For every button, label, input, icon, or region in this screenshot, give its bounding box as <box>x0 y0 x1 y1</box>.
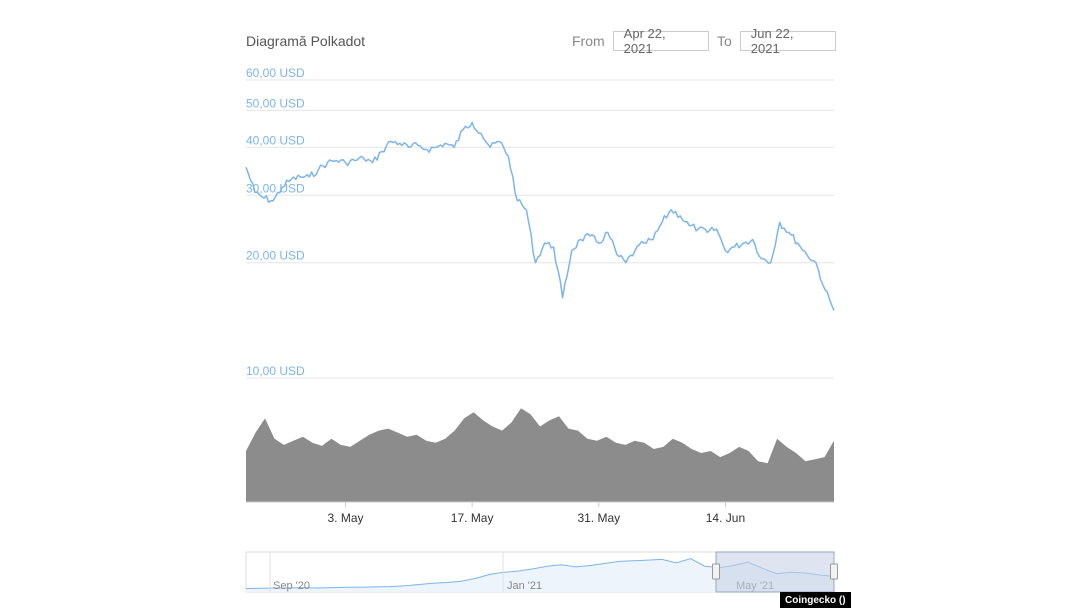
y-gridlines: 10,00 USD 20,00 USD 30,00 USD 40,00 USD 50,0… <box>246 66 834 379</box>
navigator-handle[interactable] <box>830 563 838 580</box>
navigator-selection <box>715 551 835 593</box>
y-tick-label: 30,00 USD <box>246 181 305 195</box>
from-label: From <box>572 33 605 49</box>
x-tick-label: 31. May <box>577 511 620 525</box>
y-tick-label: 50,00 USD <box>246 96 305 110</box>
y-tick-label: 10,00 USD <box>246 364 305 378</box>
navigator-tick-label: Jan '21 <box>507 580 542 592</box>
from-range: From Apr 22, 2021 <box>572 26 709 56</box>
navigator-handle[interactable] <box>712 563 720 580</box>
y-tick-label: 60,00 USD <box>246 66 305 80</box>
x-tick-label: 14. Jun <box>706 511 745 525</box>
x-axis-labels: 3. May 17. May 31. May 14. Jun <box>327 502 745 525</box>
y-tick-label: 40,00 USD <box>246 133 305 147</box>
navigator-tick-label: Sep '20 <box>273 580 310 592</box>
x-tick-label: 17. May <box>451 511 494 525</box>
chart-title: Diagramă Polkadot <box>246 33 366 49</box>
y-tick-label: 20,00 USD <box>246 249 305 263</box>
x-tick-label: 3. May <box>327 511 363 525</box>
price-series-line <box>245 121 835 311</box>
volume-area <box>246 408 834 502</box>
source-credit: Coingecko () <box>780 592 851 608</box>
to-label: To <box>717 33 732 49</box>
navigator-area <box>246 558 834 592</box>
